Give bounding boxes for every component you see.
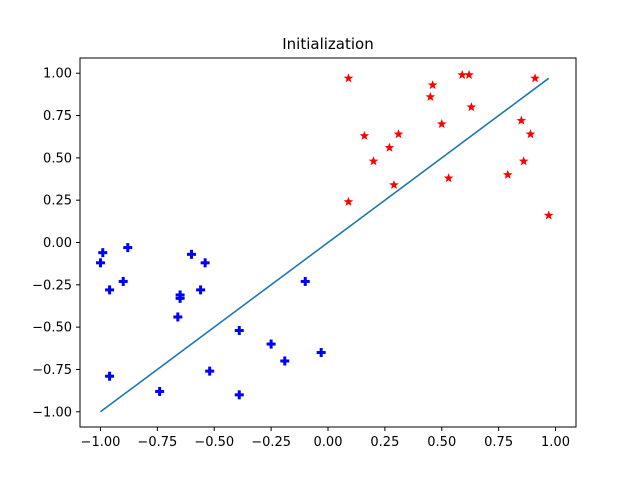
plus-point <box>175 293 185 303</box>
star-point <box>516 115 527 125</box>
plus-point <box>105 285 115 295</box>
star-point <box>543 210 554 220</box>
x-tick-label: −0.50 <box>194 435 234 450</box>
x-tick-label: −0.25 <box>251 435 291 450</box>
star-point <box>425 91 436 101</box>
plus-point <box>98 248 108 258</box>
plus-point <box>95 258 105 268</box>
plus-point <box>200 258 210 268</box>
x-tick-label: −1.00 <box>81 435 121 450</box>
chart-title: Initialization <box>282 35 373 53</box>
plus-point <box>205 366 215 376</box>
plot-area <box>95 69 554 413</box>
y-tick-label: −0.50 <box>32 321 72 336</box>
y-tick-label: 0.25 <box>43 194 72 209</box>
star-point <box>457 69 467 79</box>
star-point <box>466 102 477 112</box>
plus-point <box>266 339 276 349</box>
star-point <box>530 73 540 83</box>
y-tick-label: −1.00 <box>32 405 72 420</box>
star-point <box>384 142 395 152</box>
star-point <box>343 196 354 206</box>
star-point <box>359 130 370 140</box>
plus-point <box>234 326 244 336</box>
plus-point <box>173 312 183 322</box>
plus-point <box>186 249 196 259</box>
plus-point <box>300 276 310 286</box>
plus-point <box>155 386 165 396</box>
y-tick-label: 0.00 <box>43 236 72 251</box>
y-axis: −1.00 −0.75 −0.50 −0.25 0.00 0.25 0.50 0.75 1.00 <box>32 67 80 420</box>
star-point <box>393 129 404 139</box>
star-point <box>437 119 447 129</box>
x-tick-label: 0.25 <box>370 435 399 450</box>
star-point <box>464 69 474 79</box>
y-tick-label: −0.25 <box>32 278 72 293</box>
star-point <box>525 129 536 139</box>
y-tick-label: 0.75 <box>43 109 72 124</box>
x-axis: −1.00 −0.75 −0.50 −0.25 0.00 0.25 0.50 0.75 1.00 <box>81 427 570 450</box>
x-tick-label: −0.75 <box>137 435 177 450</box>
star-point <box>368 156 379 166</box>
plus-point <box>280 356 290 366</box>
star-point <box>502 169 513 179</box>
fit-line <box>99 77 550 413</box>
plus-point <box>118 276 128 286</box>
plus-point <box>316 348 326 358</box>
star-point <box>343 73 354 83</box>
x-tick-label: 0.75 <box>484 435 513 450</box>
plus-point <box>105 371 115 381</box>
plus-point <box>234 390 244 400</box>
plus-point <box>196 285 206 295</box>
star-point <box>518 156 529 166</box>
star-point <box>389 179 399 189</box>
x-tick-label: 0.50 <box>427 435 456 450</box>
star-point <box>443 173 454 183</box>
x-tick-label: 1.00 <box>541 435 570 450</box>
plus-point <box>123 243 133 253</box>
star-point <box>427 80 438 90</box>
y-tick-label: 0.50 <box>43 151 72 166</box>
x-tick-label: 0.00 <box>314 435 343 450</box>
y-tick-label: −0.75 <box>32 363 72 378</box>
y-tick-label: 1.00 <box>43 67 72 82</box>
